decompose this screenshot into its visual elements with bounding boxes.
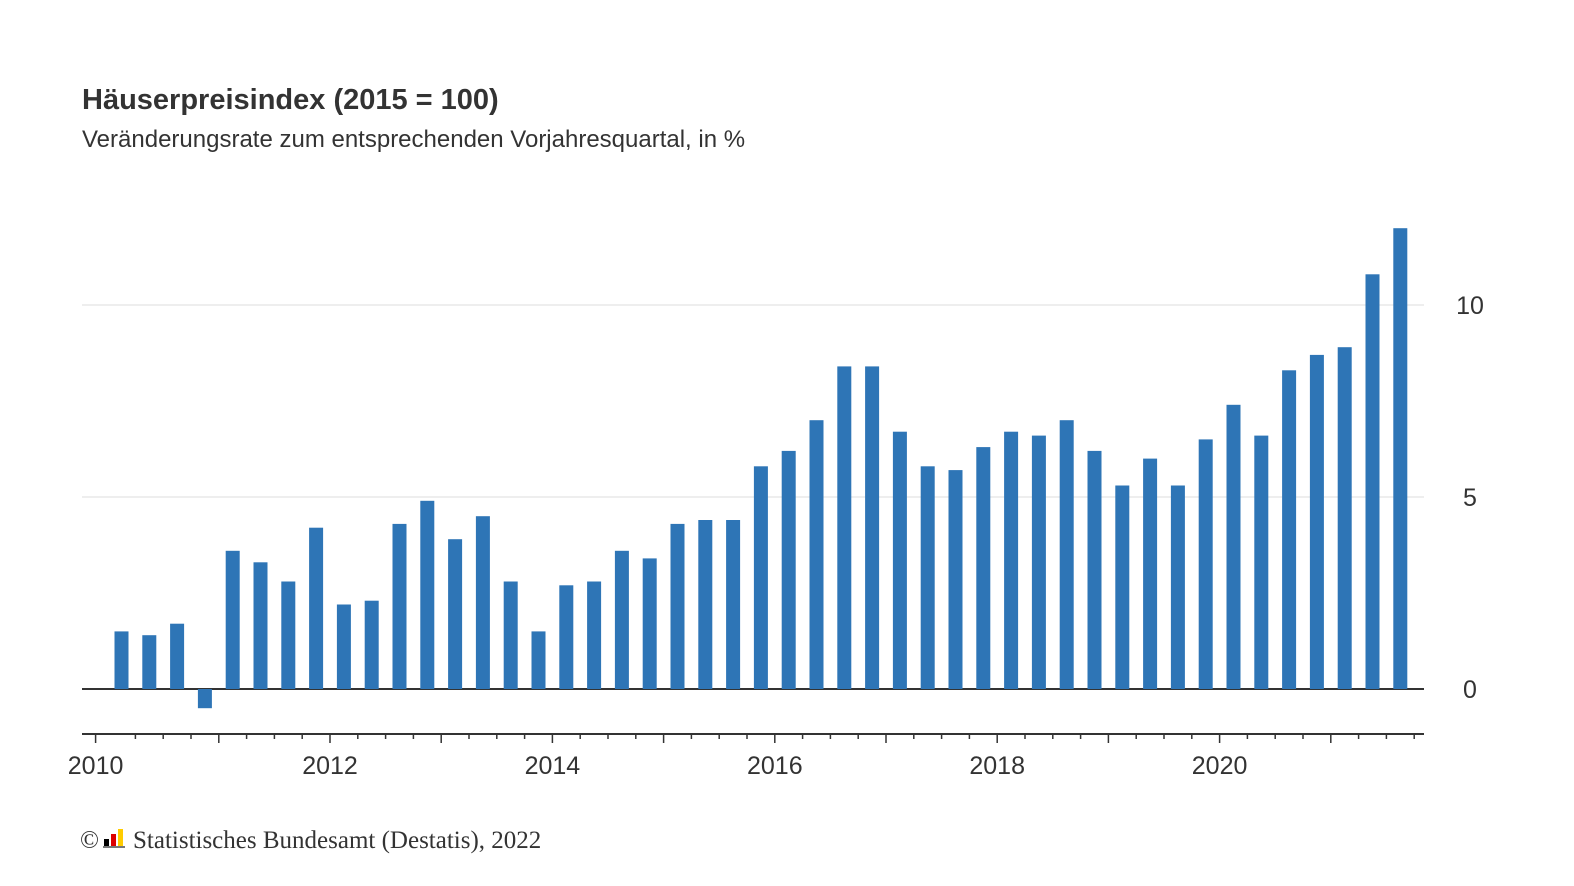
bar-2011-Q1	[225, 550, 240, 689]
chart-subtitle: Veränderungsrate zum entsprechenden Vorj…	[82, 126, 746, 153]
bar-2015-Q2	[698, 520, 713, 689]
copyright-symbol: ©	[80, 826, 99, 854]
bar-2019-Q1	[1115, 485, 1130, 689]
bar-2019-Q3	[1170, 485, 1185, 689]
bar-2018-Q2	[1031, 435, 1046, 689]
x-tick-label: 2010	[68, 752, 124, 780]
x-tick-label: 2018	[969, 752, 1025, 780]
x-tick-label: 2016	[747, 752, 803, 780]
x-tick-label: 2012	[302, 752, 358, 780]
bar-2016-Q3	[837, 366, 852, 689]
axes: 0 5 10 2010 2012 2014 2016 2018 2020	[68, 292, 1484, 780]
bar-2015-Q1	[670, 523, 685, 689]
bar-2010-Q3	[170, 623, 185, 689]
bar-2018-Q3	[1059, 420, 1074, 689]
source-footer: © Statistisches Bundesamt (Destatis), 20…	[80, 826, 541, 855]
bar-2017-Q1	[892, 431, 907, 689]
y-tick-label: 10	[1456, 292, 1484, 320]
bar-2020-Q4	[1309, 354, 1324, 689]
bar-2014-Q3	[614, 550, 629, 689]
bar-2011-Q3	[281, 581, 296, 689]
bar-2016-Q2	[809, 420, 824, 689]
bar-2015-Q4	[753, 466, 768, 689]
bar-2010-Q4	[197, 689, 212, 709]
bar-2012-Q1	[336, 604, 351, 689]
bar-2019-Q2	[1143, 458, 1158, 689]
bar-2013-Q2	[475, 516, 490, 689]
bar-2016-Q1	[781, 450, 796, 689]
bars	[114, 228, 1408, 709]
bar-2010-Q2	[142, 635, 157, 689]
bar-2010-Q1	[114, 631, 129, 689]
bar-2013-Q1	[448, 539, 463, 689]
y-tick-label: 5	[1463, 484, 1477, 512]
bar-2013-Q3	[503, 581, 518, 689]
bar-2017-Q4	[976, 447, 991, 689]
bar-2014-Q1	[559, 585, 574, 689]
chart-title: Häuserpreisindex (2015 = 100)	[82, 84, 499, 116]
bar-2014-Q4	[642, 558, 657, 689]
bar-2018-Q4	[1087, 450, 1102, 689]
bar-2018-Q1	[1004, 431, 1019, 689]
bar-2020-Q1	[1226, 404, 1241, 689]
y-tick-label: 0	[1463, 676, 1477, 704]
bar-2021-Q3	[1393, 228, 1408, 689]
bar-2019-Q4	[1198, 439, 1213, 689]
bar-2012-Q4	[420, 500, 435, 689]
bar-2015-Q3	[726, 520, 741, 689]
bar-2016-Q4	[865, 366, 880, 689]
bar-2020-Q2	[1254, 435, 1269, 689]
destatis-logo-icon	[103, 826, 125, 855]
x-tick-label: 2014	[525, 752, 581, 780]
bar-2011-Q4	[309, 527, 324, 689]
x-tick-label: 2020	[1192, 752, 1248, 780]
bar-2020-Q3	[1282, 370, 1297, 689]
bar-2017-Q2	[920, 466, 935, 689]
source-text: Statistisches Bundesamt (Destatis), 2022	[133, 826, 542, 854]
bar-2012-Q2	[364, 600, 379, 689]
bar-2021-Q1	[1337, 347, 1352, 689]
bar-2017-Q3	[948, 470, 963, 689]
bar-2013-Q4	[531, 631, 546, 689]
bar-2011-Q2	[253, 562, 268, 689]
bar-2021-Q2	[1365, 274, 1380, 689]
bar-2012-Q3	[392, 523, 407, 689]
bar-2014-Q2	[587, 581, 602, 689]
